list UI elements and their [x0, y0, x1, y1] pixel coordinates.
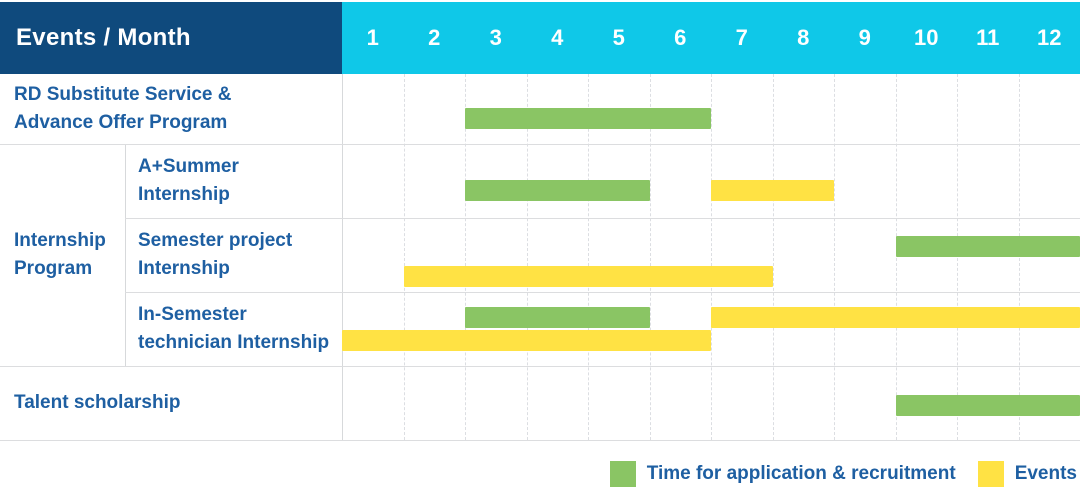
label-chart-divider: [342, 74, 343, 440]
month-gridline: [588, 74, 589, 440]
month-gridline: [526, 74, 528, 440]
month-label-9: 9: [858, 25, 871, 50]
row-label-line: Internship: [138, 258, 230, 279]
group-label-internship-program: Internship Program: [14, 144, 121, 366]
month-label-11: 11: [976, 25, 1000, 50]
row-border: [125, 292, 1080, 293]
legend-swatch-event: [977, 461, 1004, 487]
row-label-in-semester-technician-internship: In-Semester technician Internship: [138, 292, 338, 366]
row-label-rd-substitute-service-advance-offer-program: RD Substitute Service & Advance Offer Pro…: [14, 74, 338, 144]
row-border: [0, 366, 1080, 367]
month-gridline: [649, 74, 651, 440]
gantt-bar-event-a-plus-summer-internship: [711, 180, 834, 201]
month-gridline: [711, 74, 712, 440]
month-gridline: [403, 74, 405, 440]
month-label-1: 1: [366, 25, 379, 50]
month-label-3: 3: [489, 25, 502, 50]
gantt-bar-application-in-semester-technician-internship: [465, 307, 650, 328]
month-label-8: 8: [797, 25, 810, 50]
gantt-bar-application-rd-substitute-service-advance-offer-program: [465, 108, 711, 129]
legend-label-event: Events: [1014, 463, 1077, 484]
month-gridline: [465, 74, 466, 440]
gantt-bar-event-in-semester-technician-internship: [711, 307, 1080, 328]
legend-item-event: Events: [977, 461, 1077, 487]
month-gridline: [895, 74, 897, 440]
gantt-bar-application-semester-project-internship: [895, 236, 1080, 257]
month-label-6: 6: [674, 25, 687, 50]
month-label-12: 12: [1037, 25, 1062, 50]
month-header-row: 1 2 3 4 5 6 7 8 9 10 11 12: [342, 2, 1080, 74]
row-border: [0, 144, 1080, 145]
events-month-title: Events / Month: [16, 24, 191, 51]
group-subcolumn-divider: [125, 144, 126, 366]
row-label-line: technician Internship: [138, 332, 330, 353]
month-label-4: 4: [551, 25, 564, 50]
group-label-line: Internship: [14, 230, 106, 251]
legend-item-application: Time for application & recruitment: [609, 461, 956, 487]
legend: Time for application & recruitment Events: [609, 460, 1077, 488]
row-label-a-plus-summer-internship: A+Summer Internship: [138, 144, 338, 218]
row-label-line: Talent scholarship: [14, 392, 181, 413]
month-gridline: [772, 74, 774, 440]
month-label-2: 2: [428, 25, 441, 50]
row-label-line: In-Semester: [138, 304, 247, 325]
row-label-line: Semester project: [138, 230, 293, 251]
month-gridline: [834, 74, 835, 440]
row-border: [0, 440, 1080, 441]
row-label-line: Advance Offer Program: [14, 112, 228, 133]
gantt-bar-application-talent-scholarship: [895, 395, 1080, 416]
legend-swatch-application: [609, 461, 636, 487]
row-border: [125, 218, 1080, 219]
gantt-bar-event-semester-project-internship: [403, 266, 773, 287]
gantt-bar-event-in-semester-technician-internship: [342, 330, 711, 351]
month-gridline: [957, 74, 958, 440]
row-label-line: A+Summer: [138, 156, 239, 177]
row-label-semester-project-internship: Semester project Internship: [138, 218, 338, 292]
row-label-line: Internship: [138, 184, 230, 205]
gantt-bar-application-a-plus-summer-internship: [465, 180, 650, 201]
row-label-talent-scholarship: Talent scholarship: [14, 366, 338, 440]
events-month-header-cell: Events / Month: [0, 2, 342, 74]
month-gridline: [1018, 74, 1020, 440]
legend-label-application: Time for application & recruitment: [646, 463, 956, 484]
row-label-line: RD Substitute Service &: [14, 84, 232, 105]
month-label-10: 10: [914, 25, 939, 50]
month-label-5: 5: [612, 25, 625, 50]
month-label-7: 7: [735, 25, 748, 50]
group-label-line: Program: [14, 258, 93, 279]
